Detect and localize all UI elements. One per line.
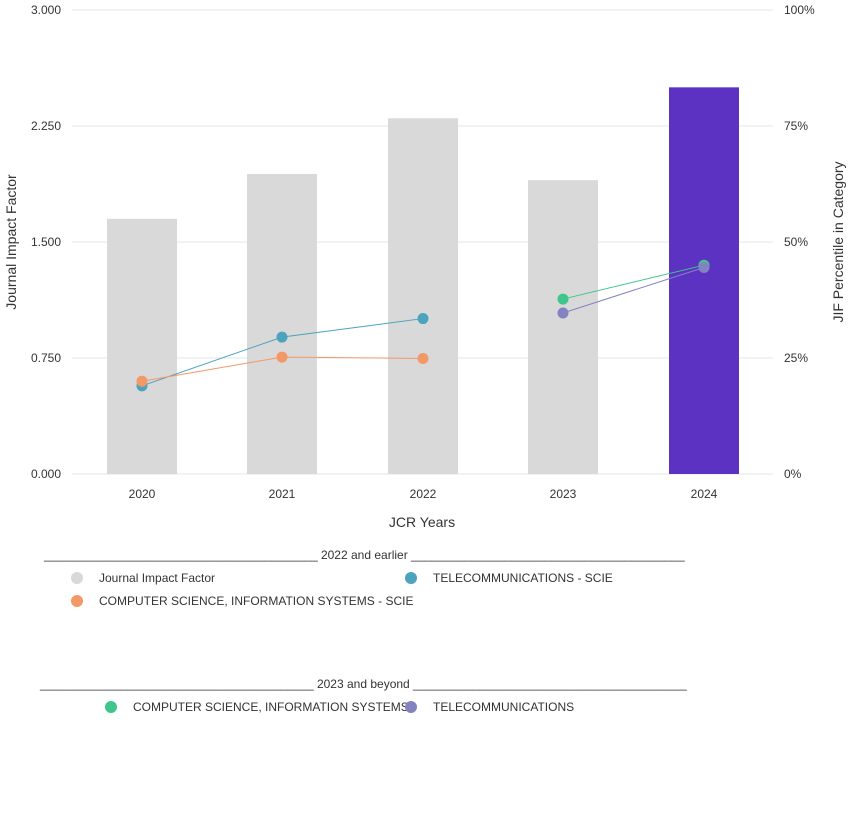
legend-item-telecommunications[interactable]: TELECOMMUNICATIONS [405,700,574,714]
series-point-3-2024[interactable] [698,262,710,274]
legend-label: COMPUTER SCIENCE, INFORMATION SYSTEMS - … [99,594,414,608]
right-axis-ticks: 0% 25% 50% 75% 100% [784,3,815,481]
jif-chart: 0.000 0.750 1.500 2.250 3.000 0% 25% 50% 75% 100… [3,3,846,530]
series-point-0-2021[interactable] [276,331,288,343]
left-axis-ticks: 0.000 0.750 1.500 2.250 3.000 [31,3,61,481]
series-point-2-2023[interactable] [557,293,569,305]
x-tick-label: 2020 [129,487,156,501]
legend-dot-icon [105,701,117,713]
legend-item-journal-impact-factor[interactable]: Journal Impact Factor [71,571,215,585]
series-point-3-2023[interactable] [557,307,569,319]
bar-2021[interactable] [247,173,317,475]
y-left-tick-label: 0.750 [31,351,61,365]
x-axis-title: JCR Years [389,514,455,530]
x-tick-label: 2024 [691,487,718,501]
legend-label: TELECOMMUNICATIONS - SCIE [433,571,613,585]
y-axis-right-title: JIF Percentile in Category [830,161,846,322]
legend-label: TELECOMMUNICATIONS [433,700,575,714]
y-right-tick-label: 75% [784,119,808,133]
bars-group [107,87,739,475]
y-left-tick-label: 0.000 [31,467,61,481]
y-right-tick-label: 50% [784,235,808,249]
bar-2022[interactable] [388,118,458,475]
legend-dot-icon [405,572,417,584]
y-right-tick-label: 0% [784,467,802,481]
series-point-1-2022[interactable] [417,352,429,364]
series-point-1-2020[interactable] [136,375,148,387]
legend-dot-icon [71,572,83,584]
y-left-tick-label: 2.250 [31,119,61,133]
legend-dot-icon [405,701,417,713]
legend-label: Journal Impact Factor [99,571,216,585]
x-axis-ticks: 2020 2021 2022 2023 2024 [129,487,718,501]
x-tick-label: 2022 [410,487,437,501]
legend-heading-2022-and-earlier: ________________________________________… [44,548,685,562]
series-point-1-2021[interactable] [276,351,288,363]
series-point-0-2022[interactable] [417,313,429,325]
bar-2024[interactable] [669,87,739,474]
legend-item-computer-science-information-systems-scie[interactable]: COMPUTER SCIENCE, INFORMATION SYSTEMS - … [71,594,413,608]
legend-item-telecommunications-scie[interactable]: TELECOMMUNICATIONS - SCIE [405,571,613,585]
legend-item-computer-science-information-systems[interactable]: COMPUTER SCIENCE, INFORMATION SYSTEMS [105,700,409,714]
series-line-2 [562,264,705,300]
y-right-tick-label: 25% [784,351,808,365]
y-left-tick-label: 3.000 [31,3,61,17]
legend-label: COMPUTER SCIENCE, INFORMATION SYSTEMS [133,700,409,714]
y-axis-left-title: Journal Impact Factor [3,174,19,310]
series-line-3 [562,267,705,314]
legend-dot-icon [71,595,83,607]
x-tick-label: 2021 [269,487,296,501]
bar-2020[interactable] [107,218,177,474]
legend-heading-2023-and-beyond: ________________________________________… [40,677,687,691]
x-tick-label: 2023 [550,487,577,501]
y-right-tick-label: 100% [784,3,815,17]
y-left-tick-label: 1.500 [31,235,61,249]
bar-2023[interactable] [528,180,598,474]
percentile-lines [136,259,710,392]
